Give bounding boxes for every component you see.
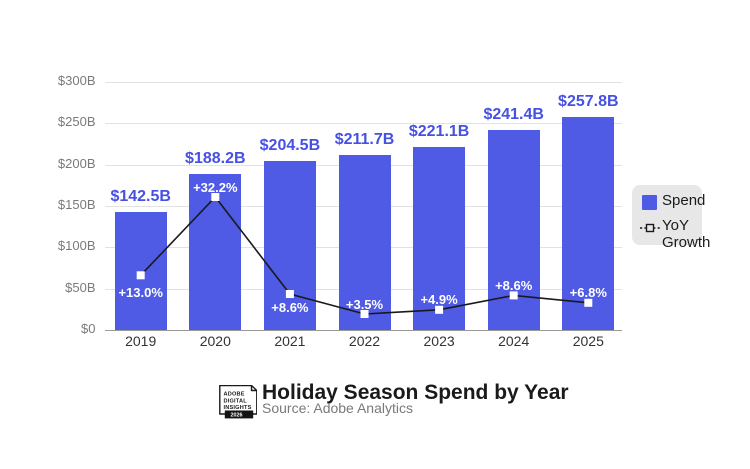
svg-text:DIGITAL: DIGITAL [223, 398, 247, 404]
svg-text:2026: 2026 [230, 412, 242, 418]
svg-text:ADOBE: ADOBE [223, 391, 244, 397]
svg-text:INSIGHTS: INSIGHTS [223, 405, 251, 411]
